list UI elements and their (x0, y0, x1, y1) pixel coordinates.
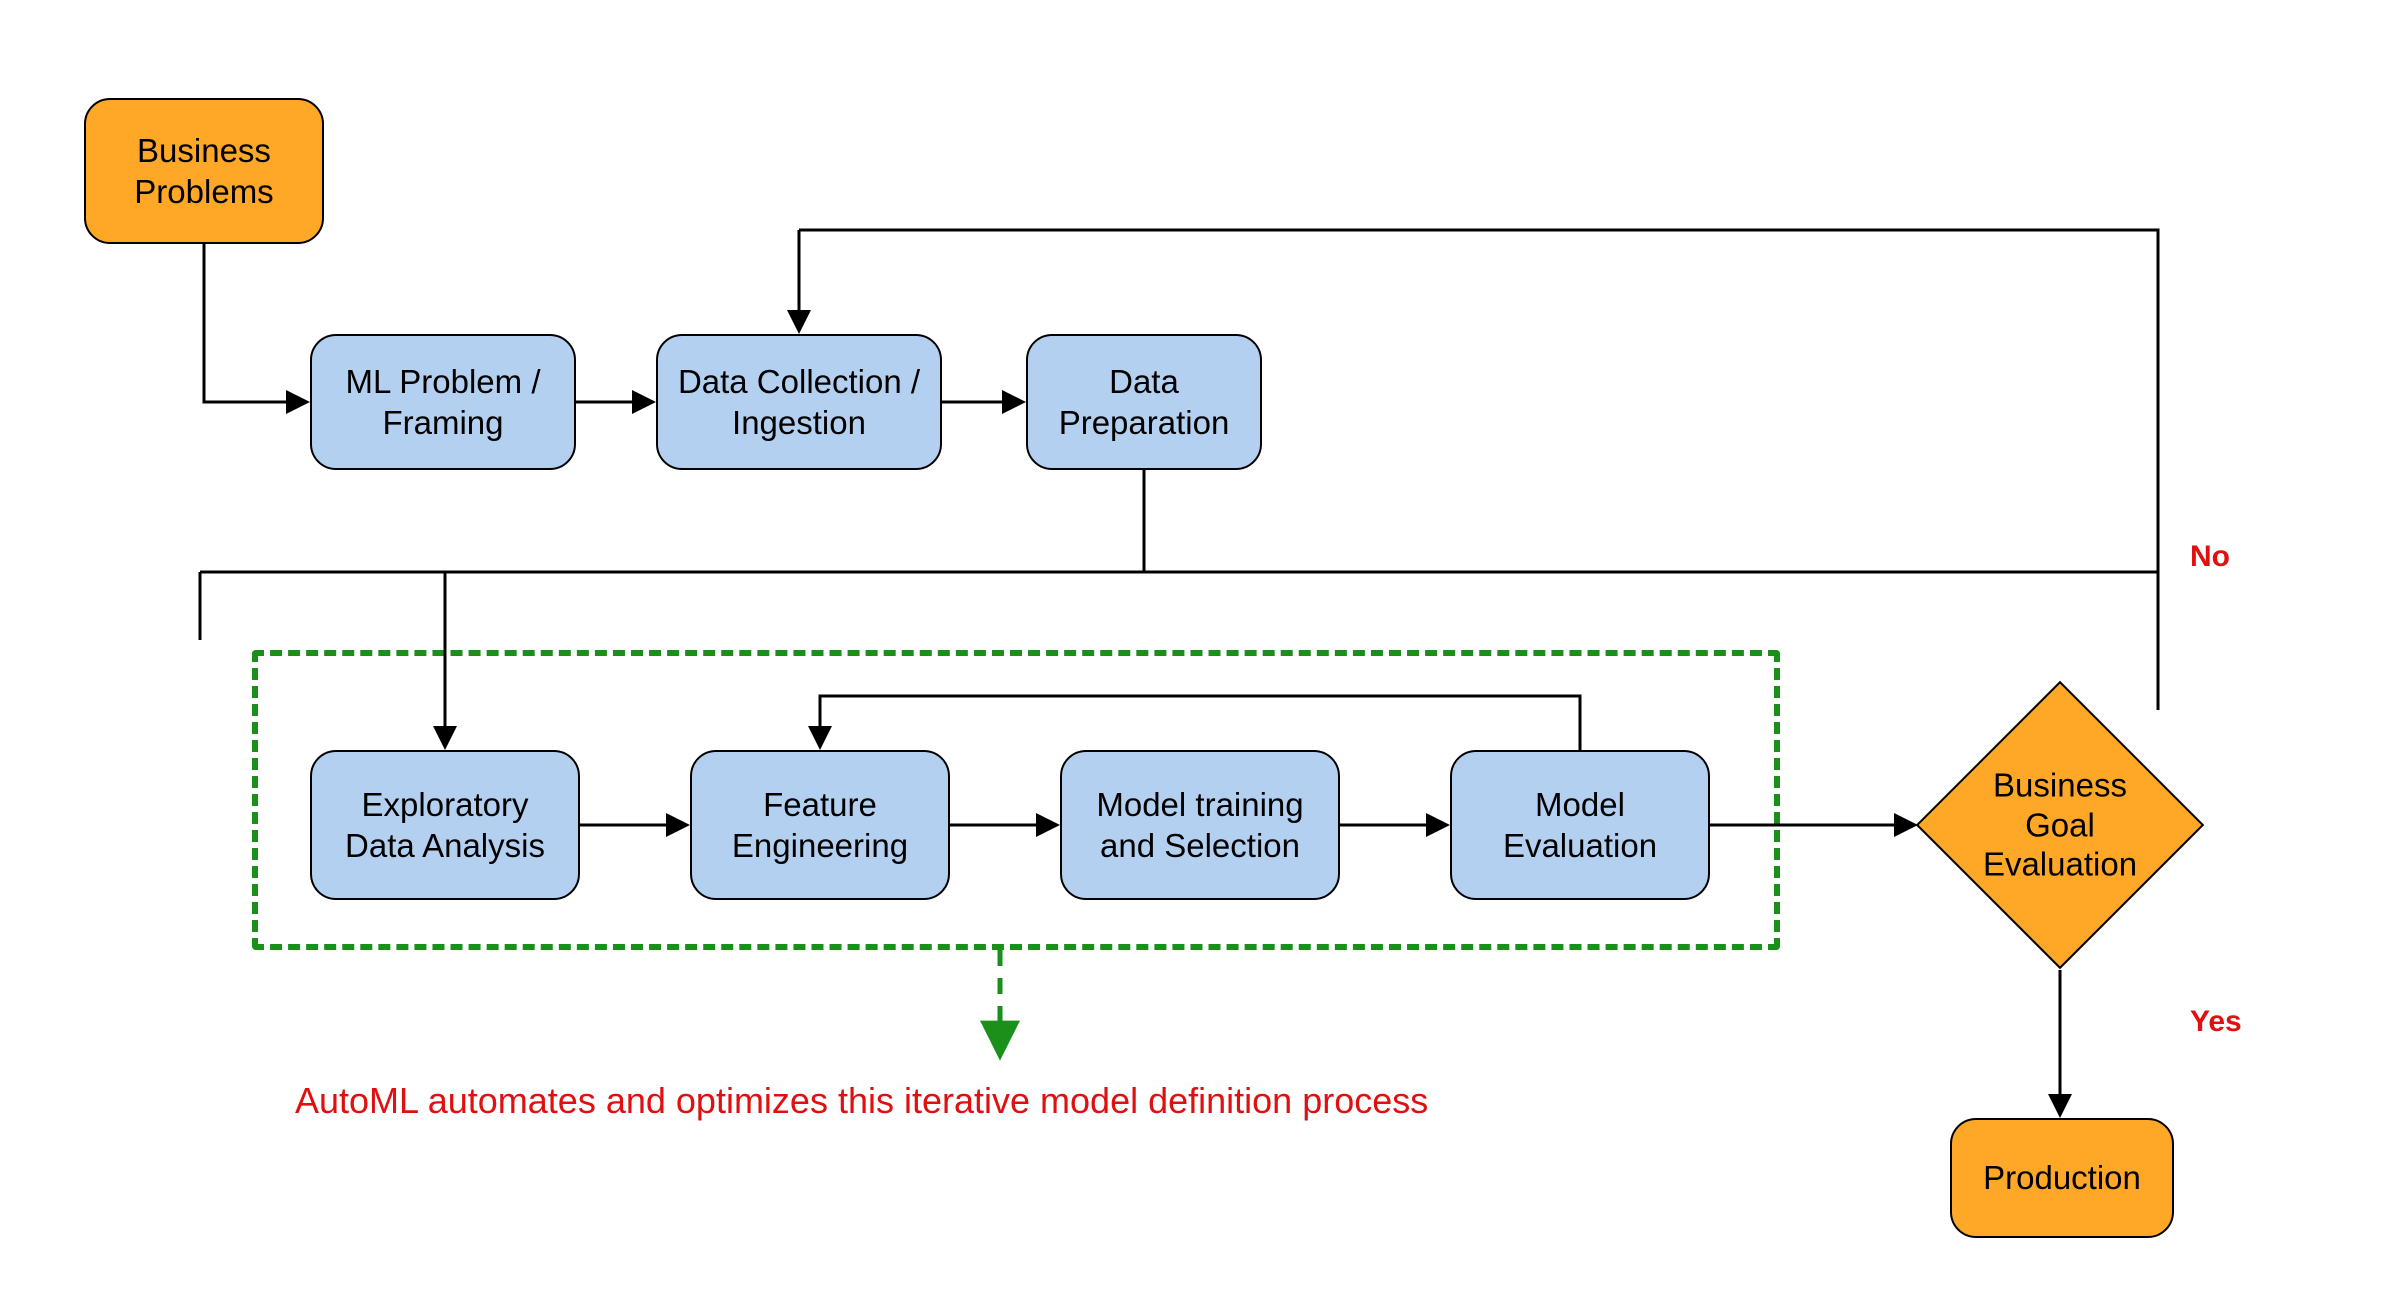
node-production: Production (1950, 1118, 2174, 1238)
automl-caption: AutoML automates and optimizes this iter… (295, 1080, 1428, 1122)
node-label: ExploratoryData Analysis (345, 784, 545, 867)
node-label: BusinessProblems (134, 130, 273, 213)
node-label: Data Collection /Ingestion (678, 361, 920, 444)
flowchart-canvas: BusinessProblems ML Problem /Framing Dat… (0, 0, 2402, 1314)
node-label: ModelEvaluation (1503, 784, 1657, 867)
node-label: FeatureEngineering (732, 784, 908, 867)
edge-bp-ml (204, 244, 306, 402)
node-business-problems: BusinessProblems (84, 98, 324, 244)
node-label: Production (1983, 1157, 2141, 1198)
node-exploratory-data-analysis: ExploratoryData Analysis (310, 750, 580, 900)
node-model-training-selection: Model trainingand Selection (1060, 750, 1340, 900)
edge-me-loop (820, 696, 1580, 750)
node-feature-engineering: FeatureEngineering (690, 750, 950, 900)
node-data-collection: Data Collection /Ingestion (656, 334, 942, 470)
node-label: ML Problem /Framing (345, 361, 540, 444)
node-data-preparation: DataPreparation (1026, 334, 1262, 470)
node-model-evaluation: ModelEvaluation (1450, 750, 1710, 900)
node-label: BusinessGoalEvaluation (1983, 766, 2137, 885)
node-label: Model trainingand Selection (1096, 784, 1303, 867)
node-ml-problem-framing: ML Problem /Framing (310, 334, 576, 470)
edge-label-no: No (2190, 540, 2230, 574)
edge-no-top-loop (799, 230, 2158, 572)
node-label: DataPreparation (1059, 361, 1230, 444)
edge-label-yes: Yes (2190, 1005, 2242, 1039)
